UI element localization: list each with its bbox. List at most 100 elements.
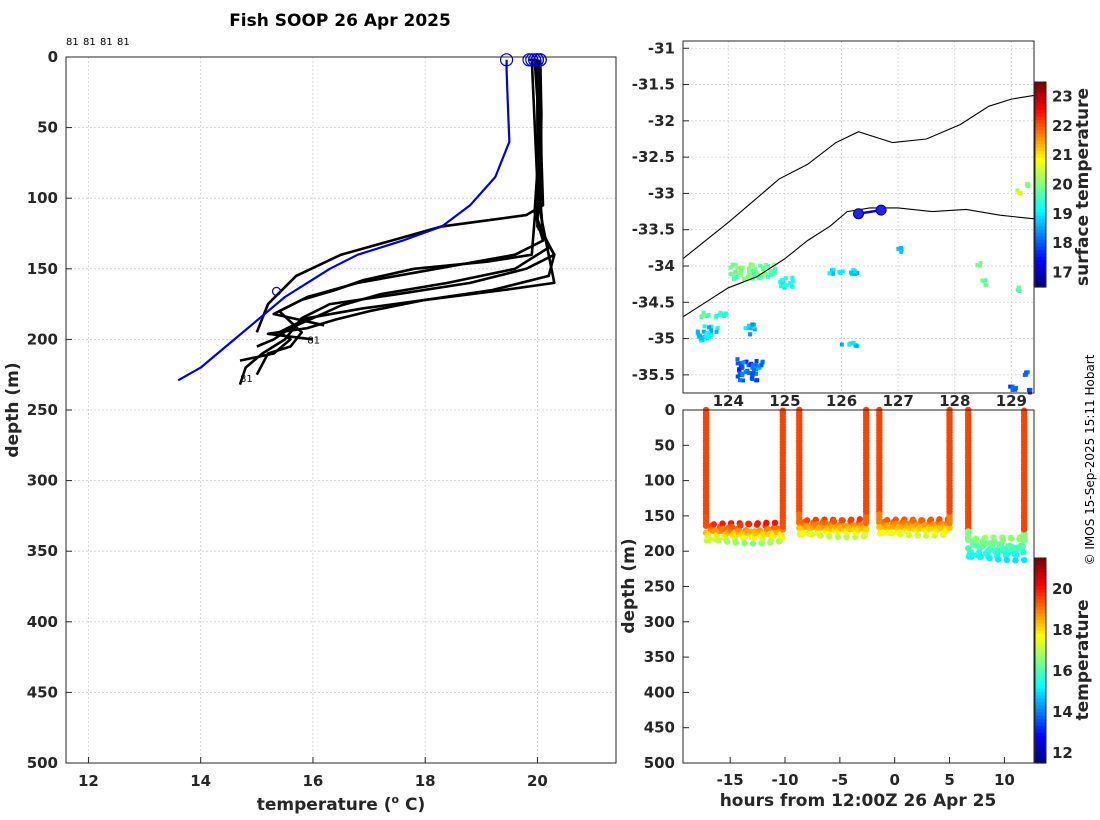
map-sst-pixel xyxy=(1022,372,1027,377)
section-data-point xyxy=(977,553,984,560)
map-sst-pixel xyxy=(1010,384,1015,389)
profile-y-tick-label: 450 xyxy=(27,683,58,701)
map-sst-pixel xyxy=(701,310,706,315)
profile-surface-marker xyxy=(499,53,514,67)
section-data-point xyxy=(914,532,921,539)
section-data-point xyxy=(803,517,811,524)
profile-y-tick-label: 100 xyxy=(27,189,58,207)
map-colorbar-tick-label: 21 xyxy=(1052,146,1073,164)
profile-end-label: 81 xyxy=(307,336,320,347)
map-sst-pixel xyxy=(980,278,985,283)
section-colorbar-segment xyxy=(1035,756,1046,761)
profile-x-tick-label: 20 xyxy=(527,772,548,790)
map-sst-pixel xyxy=(746,325,751,330)
map-sst-pixel xyxy=(1028,387,1033,392)
map-sst-pixel xyxy=(743,326,748,331)
map-colorbar-segment xyxy=(1035,273,1046,278)
map-sst-pixel xyxy=(852,269,857,274)
credit-text: © IMOS 15-Sep-2025 15:11 Hobart xyxy=(1083,354,1097,565)
map-colorbar-segment xyxy=(1035,211,1046,216)
map-sst-pixel xyxy=(784,283,789,288)
map-sst-pixel xyxy=(715,326,720,331)
map-colorbar-tick-label: 18 xyxy=(1052,234,1073,252)
map-sst-pixel xyxy=(1015,188,1020,193)
section-y-tick-label: 50 xyxy=(654,436,675,454)
map-sst-pixel xyxy=(737,367,742,372)
map-sst-pixel xyxy=(722,314,727,319)
section-colorbar-tick-label: 16 xyxy=(1052,662,1073,680)
section-data-point xyxy=(1020,549,1027,556)
map-sst-pixel xyxy=(740,371,745,376)
map-colorbar-frame xyxy=(1034,81,1047,288)
map-colorbar-segment xyxy=(1035,259,1046,264)
section-data-point xyxy=(999,536,1007,543)
section-colorbar-tick-label: 18 xyxy=(1052,621,1073,639)
profile-line-p1 xyxy=(255,58,545,376)
section-colorbar-segment xyxy=(1035,578,1046,583)
section-data-point xyxy=(763,519,770,527)
map-sst-pixel xyxy=(790,275,795,280)
map-colorbar-segment xyxy=(1035,102,1046,107)
section-data-point xyxy=(800,529,807,537)
section-x-tick-label: -15 xyxy=(717,771,744,789)
map-colorbar-segment xyxy=(1035,126,1046,131)
map-sst-pixel xyxy=(724,312,729,317)
map-colorbar-segment xyxy=(1035,215,1046,220)
map-sst-pixel xyxy=(790,279,795,284)
section-data-point xyxy=(862,526,870,533)
map-x-tick-label: 126 xyxy=(826,392,857,410)
section-axes-frame xyxy=(682,409,1035,764)
section-colorbar-segment xyxy=(1035,681,1046,686)
section-y-tick-label: 500 xyxy=(644,754,675,772)
section-colorbar-segment xyxy=(1035,626,1046,631)
map-colorbar-segment xyxy=(1035,283,1046,288)
map-sst-pixel xyxy=(975,263,980,268)
section-colorbar-segment xyxy=(1035,691,1046,696)
section-x-tick-label: -10 xyxy=(771,771,798,789)
section-data-point xyxy=(759,536,766,543)
map-sst-pixel xyxy=(754,367,759,372)
map-colorbar-segment xyxy=(1035,123,1046,128)
map-sst-pixel xyxy=(709,328,714,333)
map-colorbar-segment xyxy=(1035,225,1046,230)
section-data-point xyxy=(1003,556,1010,564)
profile-x-tick-label: 14 xyxy=(190,772,211,790)
map-y-tick-label: -34 xyxy=(648,257,675,275)
map-x-tick-label: 125 xyxy=(769,392,800,410)
section-colorbar-segment xyxy=(1035,595,1046,600)
section-colorbar-segment xyxy=(1035,722,1046,727)
map-sst-pixel xyxy=(898,245,903,250)
map-sst-pixel xyxy=(1013,387,1018,392)
profile-y-label: depth (m) xyxy=(3,362,23,457)
profile-end-label: 81 xyxy=(240,374,253,385)
section-data-point xyxy=(720,525,727,532)
section-colorbar-segment xyxy=(1035,612,1046,617)
map-sst-pixel xyxy=(831,267,836,272)
map-sst-pixel xyxy=(754,371,759,376)
map-sst-pixel xyxy=(738,272,743,277)
profile-x-tick-label: 12 xyxy=(78,772,99,790)
map-colorbar-tick-label: 22 xyxy=(1052,117,1073,135)
profile-y-tick-label: 0 xyxy=(48,48,58,66)
map-sst-pixel xyxy=(747,269,752,274)
map-colorbar-tick-label: 19 xyxy=(1052,205,1073,223)
section-colorbar-segment xyxy=(1035,558,1046,563)
section-colorbar-segment xyxy=(1035,619,1046,624)
section-colorbar-segment xyxy=(1035,592,1046,597)
map-colorbar-segment xyxy=(1035,201,1046,206)
profile-top-label: 81 xyxy=(100,37,113,48)
section-data-point xyxy=(749,540,757,547)
section-data-point xyxy=(817,532,824,539)
map-colorbar-segment xyxy=(1035,266,1046,271)
map-colorbar-segment xyxy=(1035,191,1046,196)
section-y-label: depth (m) xyxy=(619,538,639,633)
map-sst-pixel xyxy=(734,274,739,279)
profile-line-p7 xyxy=(255,59,545,333)
map-colorbar-segment xyxy=(1035,198,1046,203)
map-sst-pixel xyxy=(740,265,745,270)
profile-y-tick-label: 250 xyxy=(27,401,58,419)
map-colorbar-segment xyxy=(1035,146,1046,151)
section-colorbar-segment xyxy=(1035,633,1046,638)
map-sst-pixel xyxy=(848,270,853,275)
